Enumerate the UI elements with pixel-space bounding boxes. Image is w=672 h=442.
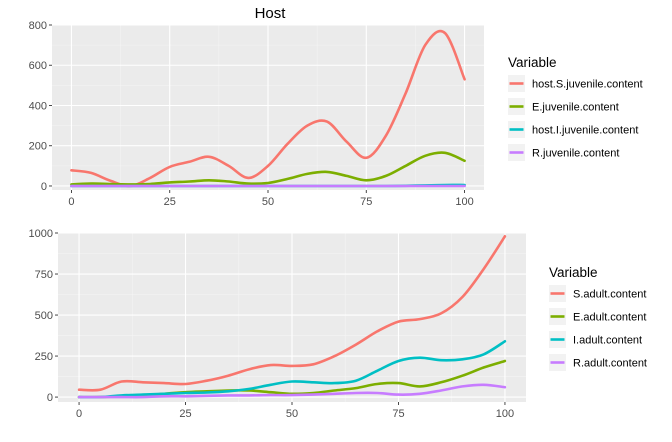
x-axis: 0 25 50 75 100 (76, 402, 514, 420)
x-tick-label: 50 (286, 408, 298, 420)
y-tick-label: 0 (47, 392, 53, 404)
legend-label: S.adult.content (573, 289, 646, 301)
y-tick-label: 600 (29, 60, 47, 72)
legend-label: host.I.juvenile.content (532, 125, 638, 137)
y-tick-label: 1000 (29, 228, 53, 240)
legend-label: I.adult.content (573, 335, 642, 347)
x-tick-label: 100 (496, 408, 514, 420)
series-line (77, 235, 507, 392)
x-tick-label: 0 (76, 408, 82, 420)
x-tick-label: 25 (179, 408, 191, 420)
y-axis: 0 200 400 600 800 (29, 20, 52, 193)
legend: Variable S.adult.content E.adult.content I… (549, 265, 647, 371)
x-tick-label: 25 (164, 196, 176, 208)
series-lines (70, 29, 466, 188)
grid (58, 232, 526, 402)
x-tick-label: 0 (68, 196, 74, 208)
y-tick-label: 800 (29, 20, 47, 32)
legend: Variable host.S.juvenile.content E.juveni… (508, 55, 643, 161)
series-line (70, 151, 466, 186)
legend-label: R.juvenile.content (532, 148, 619, 160)
chart-title: Host (255, 5, 287, 22)
legend-label: E.juvenile.content (532, 102, 619, 114)
legend-label: R.adult.content (573, 358, 647, 370)
legend-title: Variable (508, 55, 557, 70)
x-tick-label: 100 (455, 196, 473, 208)
y-tick-label: 400 (29, 100, 47, 112)
y-tick-label: 200 (29, 141, 47, 153)
series-lines (77, 235, 507, 399)
y-tick-label: 500 (35, 310, 53, 322)
legend-label: host.S.juvenile.content (532, 79, 643, 91)
series-line (77, 340, 507, 399)
x-tick-label: 75 (392, 408, 404, 420)
legend-title: Variable (549, 265, 598, 280)
x-axis: 0 25 50 75 100 (68, 190, 474, 208)
x-tick-label: 75 (360, 196, 372, 208)
legend-label: E.adult.content (573, 312, 646, 324)
juvenile-chart: Host 0 200 400 600 800 0 25 50 75 100 Variable h… (29, 5, 643, 208)
y-tick-label: 250 (35, 351, 53, 363)
y-tick-label: 750 (35, 269, 53, 281)
series-line (77, 383, 507, 399)
x-tick-label: 50 (262, 196, 274, 208)
y-tick-label: 0 (41, 181, 47, 193)
y-axis: 0 250 500 750 1000 (29, 228, 58, 404)
adult-chart: 0 250 500 750 1000 0 25 50 75 100 Variable S.adu… (29, 228, 647, 420)
